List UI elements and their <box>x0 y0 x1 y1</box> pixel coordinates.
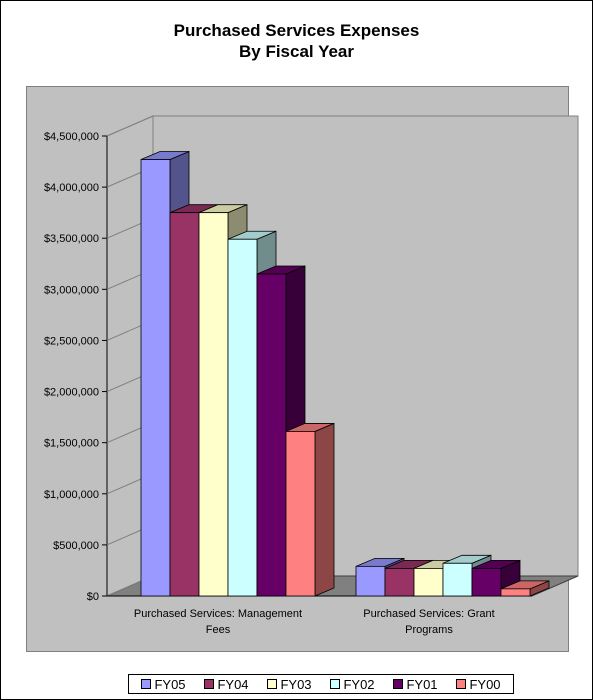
y-tick-label: $3,000,000 <box>44 284 99 296</box>
y-tick-label: $2,500,000 <box>44 335 99 347</box>
bar-fy01 <box>471 568 502 597</box>
y-tick-label: $0 <box>87 591 99 603</box>
legend: FY05 FY04 FY03 FY02 FY01 FY00 <box>128 674 514 694</box>
chart-title: Purchased Services Expenses <box>173 21 420 40</box>
legend-swatch <box>204 679 215 689</box>
legend-item-fy01: FY01 <box>393 676 438 692</box>
bar-fy00 <box>285 431 316 597</box>
bar-fy02 <box>442 562 473 597</box>
y-tick-label: $4,500,000 <box>44 131 99 143</box>
bar-fy05 <box>140 159 171 597</box>
legend-item-fy04: FY04 <box>204 676 249 692</box>
legend-item-fy00: FY00 <box>456 676 501 692</box>
bar-fy03 <box>413 568 444 597</box>
legend-swatch <box>141 679 152 689</box>
y-tick-label: $500,000 <box>53 540 99 552</box>
bar-fy02 <box>227 238 258 597</box>
legend-label: FY01 <box>406 676 438 692</box>
bar-side-fy00 <box>314 422 335 597</box>
legend-swatch <box>393 679 404 689</box>
bar-fy04 <box>384 568 415 597</box>
x-category-label: Fees <box>206 624 231 636</box>
legend-label: FY04 <box>217 676 249 692</box>
side-wall-gridline <box>106 115 154 137</box>
bar-fy00 <box>500 588 531 597</box>
y-tick-label: $4,000,000 <box>44 182 99 194</box>
bar-fy01 <box>256 273 287 597</box>
bar-fy03 <box>198 212 229 597</box>
y-tick-label: $2,000,000 <box>44 387 99 399</box>
y-tick-label: $1,000,000 <box>44 489 99 501</box>
legend-label: FY05 <box>154 676 186 692</box>
y-tick-label: $1,500,000 <box>44 438 99 450</box>
legend-label: FY03 <box>280 676 312 692</box>
legend-label: FY00 <box>469 676 501 692</box>
bar-fy05 <box>355 565 386 597</box>
x-category-label: Programs <box>405 624 453 636</box>
chart-subtitle: By Fiscal Year <box>239 42 354 61</box>
legend-label: FY02 <box>343 676 375 692</box>
y-tick-label: $3,500,000 <box>44 233 99 245</box>
bar-fy04 <box>169 212 200 597</box>
legend-swatch <box>267 679 278 689</box>
chart-title-block: Purchased Services Expenses By Fiscal Ye… <box>0 20 593 62</box>
legend-item-fy03: FY03 <box>267 676 312 692</box>
legend-swatch <box>330 679 341 689</box>
x-category-label: Purchased Services: Management <box>134 608 302 620</box>
x-category-label: Purchased Services: Grant <box>363 608 494 620</box>
legend-item-fy02: FY02 <box>330 676 375 692</box>
legend-swatch <box>456 679 467 689</box>
legend-item-fy05: FY05 <box>141 676 186 692</box>
